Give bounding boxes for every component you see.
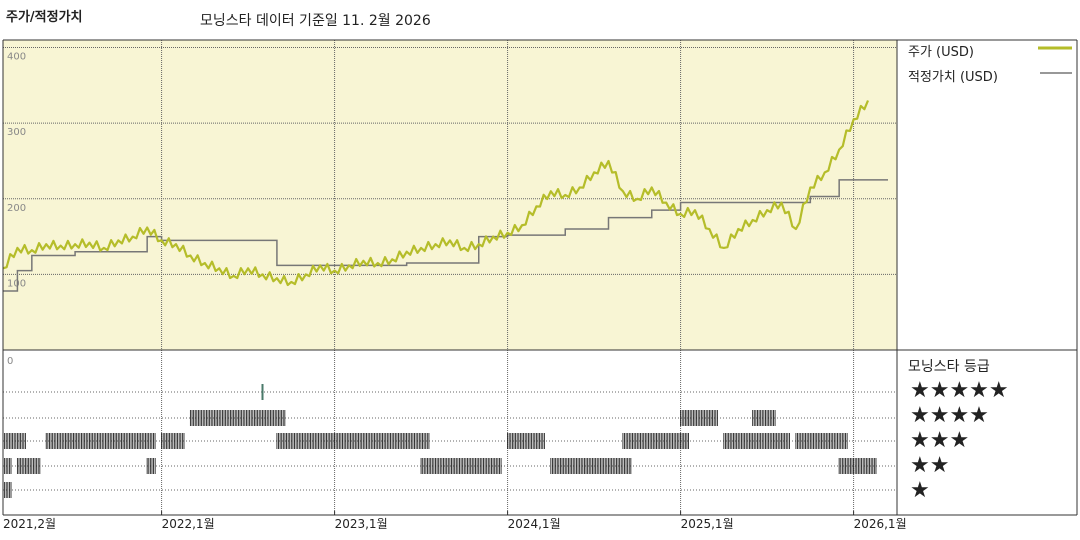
x-tick-label: 2025,1월 xyxy=(681,517,734,531)
rating-bar-3-stars xyxy=(795,433,848,449)
legend-price-label: 주가 (USD) xyxy=(908,45,974,60)
rating-bar-3-stars xyxy=(723,433,790,449)
x-tick-label: 2022,1월 xyxy=(162,517,215,531)
y-tick-label: 100 xyxy=(7,278,26,289)
legend-fair-value-label: 적정가치 (USD) xyxy=(908,70,998,85)
rating-row-2-stars: ★★ xyxy=(910,453,950,478)
rating-bar-4-stars xyxy=(189,410,286,426)
y-tick-label: 300 xyxy=(7,127,26,138)
rating-bar-3-stars xyxy=(2,433,26,449)
rating-bar-4-stars xyxy=(752,410,776,426)
plot-background xyxy=(3,40,897,350)
rating-bar-2-stars xyxy=(838,458,877,474)
rating-bar-3-stars xyxy=(276,433,430,449)
rating-bar-3-stars xyxy=(45,433,156,449)
y-tick-label: 200 xyxy=(7,203,26,214)
rating-bar-2-stars xyxy=(146,458,156,474)
rating-row-5-stars: ★★★★★ xyxy=(910,378,1009,403)
rating-bar-3-stars xyxy=(622,433,689,449)
y-tick-label: 0 xyxy=(7,356,13,367)
rating-row-3-stars: ★★★ xyxy=(910,428,970,453)
x-tick-label: 2021,2월 xyxy=(3,517,56,531)
data-date-subtitle: 모닝스타 데이터 기준일 11. 2월 2026 xyxy=(200,13,431,29)
x-tick-label: 2023,1월 xyxy=(335,517,388,531)
rating-bar-3-stars xyxy=(507,433,545,449)
x-tick-label: 2026,1월 xyxy=(854,517,907,531)
fair-value-line xyxy=(3,179,888,292)
price-line xyxy=(2,100,870,287)
rating-bar-2-stars xyxy=(16,458,41,474)
x-tick-label: 2024,1월 xyxy=(508,517,561,531)
rating-panel-title: 모닝스타 등급 xyxy=(908,359,990,375)
rating-bar-3-stars xyxy=(161,433,185,449)
chart-title: 주가/적정가치 xyxy=(6,10,83,25)
rating-bar-2-stars xyxy=(420,458,502,474)
rating-row-4-stars: ★★★★ xyxy=(910,403,989,428)
rating-row-1-star: ★ xyxy=(910,478,930,503)
rating-bar-2-stars xyxy=(550,458,632,474)
y-tick-label: 400 xyxy=(7,52,26,63)
rating-bar-4-stars xyxy=(680,410,718,426)
